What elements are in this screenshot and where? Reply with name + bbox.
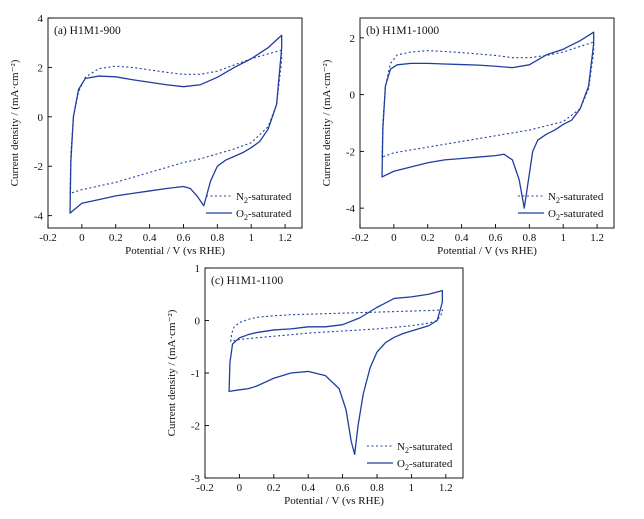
series-line-o2-b bbox=[381, 31, 595, 209]
legend-label-o2-c: O2-saturated bbox=[397, 458, 453, 472]
legend-label-o2-a: O2-saturated bbox=[236, 208, 292, 222]
x-tick-label-a: 0.4 bbox=[143, 232, 157, 244]
x-tick-label-b: 0.2 bbox=[421, 232, 435, 244]
legend-label-o2-b: O2-saturated bbox=[548, 208, 604, 222]
x-tick-label-a: 1 bbox=[248, 232, 254, 244]
x-axis-title-a: Potential / V (vs RHE) bbox=[125, 245, 225, 257]
y-tick-label-b: -2 bbox=[346, 146, 355, 158]
series-line-o2-c bbox=[228, 289, 444, 456]
x-tick-label-a: -0.2 bbox=[39, 232, 56, 244]
x-axis-title-c: Potential / V (vs RHE) bbox=[284, 495, 384, 507]
legend-label-n2-c: N2-saturated bbox=[397, 441, 453, 455]
x-tick-label-b: 0.4 bbox=[455, 232, 469, 244]
chart-panel-c: -0.2 0 0.2 0.4 0.6 0.8 1 1.2 -3 -2 -1 0 1 Potential /… bbox=[166, 263, 464, 507]
y-tick-label-b: -4 bbox=[346, 203, 356, 215]
y-tick-label-a: 0 bbox=[38, 112, 44, 124]
series-line-o2-a bbox=[69, 34, 283, 214]
x-tick-label-c: 0.8 bbox=[370, 482, 384, 494]
y-tick-label-a: 2 bbox=[38, 62, 44, 74]
x-tick-label-c: 0.2 bbox=[267, 482, 281, 494]
x-tick-label-c: -0.2 bbox=[196, 482, 213, 494]
series-line-n2-c bbox=[230, 309, 443, 343]
x-tick-label-b: 1 bbox=[560, 232, 566, 244]
y-axis-title-a: Current density / (mA·cm⁻²) bbox=[9, 59, 21, 186]
x-tick-label-c: 0.6 bbox=[336, 482, 350, 494]
x-tick-label-b: 0.8 bbox=[522, 232, 536, 244]
x-tick-label-c: 0 bbox=[237, 482, 243, 494]
x-tick-label-b: 0.6 bbox=[489, 232, 503, 244]
x-tick-label-a: 0.2 bbox=[109, 232, 123, 244]
y-tick-label-a: -2 bbox=[34, 161, 43, 173]
y-tick-label-c: -2 bbox=[191, 421, 200, 433]
x-tick-label-b: -0.2 bbox=[351, 232, 368, 244]
y-tick-label-a: -4 bbox=[34, 211, 44, 223]
legend-label-n2-b: N2-saturated bbox=[548, 191, 604, 205]
x-tick-label-c: 1.2 bbox=[439, 482, 453, 494]
x-tick-label-a: 1.2 bbox=[278, 232, 292, 244]
chart-panel-b: -0.2 0 0.2 0.4 0.6 0.8 1 1.2 -4 -2 0 2 Potential / V… bbox=[321, 17, 615, 257]
y-tick-label-c: 1 bbox=[195, 263, 201, 275]
x-tick-label-b: 1.2 bbox=[590, 232, 604, 244]
panel-title-c: (c) H1M1-1100 bbox=[211, 275, 283, 287]
y-tick-label-b: 0 bbox=[350, 90, 356, 102]
y-tick-label-c: 0 bbox=[195, 316, 201, 328]
panel-title-a: (a) H1M1-900 bbox=[54, 25, 121, 37]
panel-title-b: (b) H1M1-1000 bbox=[366, 25, 439, 37]
x-tick-label-a: 0.8 bbox=[210, 232, 224, 244]
series-line-n2-a bbox=[69, 49, 283, 194]
y-tick-label-b: 2 bbox=[350, 33, 356, 45]
y-axis-title-c: Current density / (mA·cm⁻²) bbox=[166, 309, 178, 436]
x-tick-label-b: 0 bbox=[391, 232, 397, 244]
y-tick-label-c: -3 bbox=[191, 473, 201, 485]
y-axis-title-b: Current density / (mA·cm⁻²) bbox=[321, 59, 333, 186]
x-tick-label-a: 0 bbox=[79, 232, 85, 244]
series-line-n2-b bbox=[381, 41, 595, 158]
chart-panel-a: -0.2 0 0.2 0.4 0.6 0.8 1 1.2 -4 -2 0 2 4 Potential / … bbox=[9, 13, 303, 257]
y-tick-label-c: -1 bbox=[191, 368, 200, 380]
x-tick-label-a: 0.6 bbox=[177, 232, 191, 244]
plot-frame-a bbox=[47, 17, 303, 229]
plot-frame-b bbox=[359, 17, 615, 229]
y-tick-label-a: 4 bbox=[38, 13, 44, 25]
legend-label-n2-a: N2-saturated bbox=[236, 191, 292, 205]
x-tick-label-c: 1 bbox=[409, 482, 415, 494]
x-tick-label-c: 0.4 bbox=[301, 482, 315, 494]
x-axis-title-b: Potential / V (vs RHE) bbox=[437, 245, 537, 257]
